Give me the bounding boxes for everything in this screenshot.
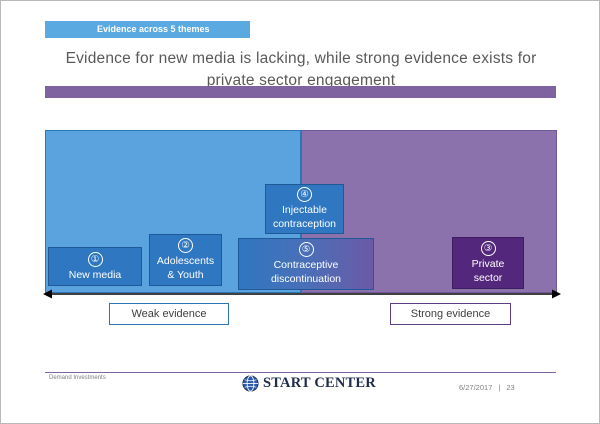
title-accent-bar <box>45 86 556 98</box>
theme-adolescents-youth: ② Adolescents & Youth <box>149 234 222 286</box>
theme-label-line-1: Adolescents <box>156 255 215 267</box>
footer-separator: | <box>498 383 501 392</box>
arrow-left-head-icon <box>43 289 52 299</box>
theme-label: New media <box>68 268 122 281</box>
theme-new-media: ① New media <box>48 247 142 286</box>
footer-meta: 6/27/2017 | 23 <box>459 383 515 392</box>
footer-divider <box>45 372 556 373</box>
weak-evidence-label: Weak evidence <box>109 303 229 325</box>
theme-private-sector: ③ Private sector <box>452 237 524 289</box>
theme-injectable-contraception: ④ Injectable contraception <box>265 184 344 234</box>
start-center-logo: START CENTER <box>242 375 376 392</box>
theme-number-badge: ③ <box>480 241 496 256</box>
theme-label-line-2: & Youth <box>167 269 204 281</box>
slide-title: Evidence for new media is lacking, while… <box>61 48 541 92</box>
theme-number-badge: ② <box>178 238 193 253</box>
theme-number-badge: ④ <box>297 187 312 202</box>
evidence-scale-arrow <box>43 289 561 299</box>
section-tag: Evidence across 5 themes <box>45 21 250 38</box>
theme-number-badge: ⑤ <box>298 242 314 257</box>
strong-evidence-label: Strong evidence <box>390 303 511 325</box>
arrow-right-head-icon <box>552 289 561 299</box>
theme-label-line-1: Contraceptive <box>273 259 339 271</box>
theme-label-line-1: Injectable <box>282 204 327 216</box>
theme-label-line-2: discontinuation <box>270 273 342 285</box>
globe-icon <box>242 375 259 392</box>
page-number: 23 <box>506 383 515 392</box>
title-line-1: Evidence for new media is lacking, while… <box>65 50 537 67</box>
theme-label-line-1: Private <box>471 258 505 270</box>
logo-wordmark: START CENTER <box>263 375 376 391</box>
theme-label-line-2: sector <box>473 272 503 284</box>
theme-contraceptive-discontinuation: ⑤ Contraceptive discontinuation <box>238 238 374 290</box>
footer-section-label: Demand Investments <box>49 375 106 381</box>
theme-label-line-2: contraception <box>272 218 337 230</box>
title-line-2: private sector engagement <box>206 72 396 89</box>
theme-number-badge: ① <box>87 251 103 267</box>
footer-date: 6/27/2017 <box>459 383 493 392</box>
